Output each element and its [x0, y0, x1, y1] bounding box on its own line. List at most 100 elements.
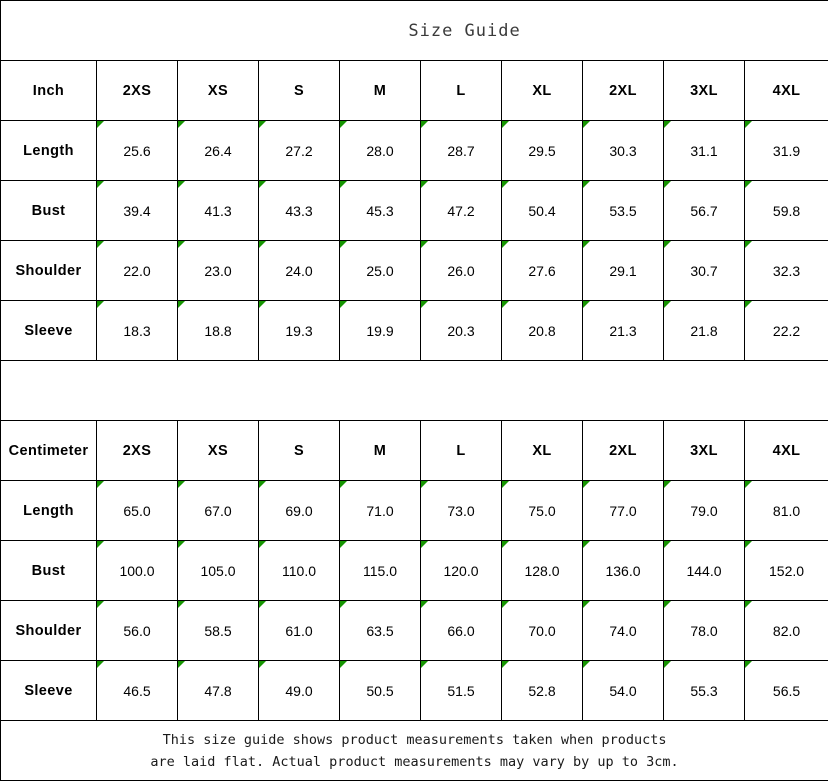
inch-shoulder-xl: 27.6	[501, 240, 583, 301]
cm-bust-2xl: 136.0	[582, 540, 664, 601]
table-row: Sleeve 18.3 18.8 19.3 19.9 20.3 20.8 21.…	[0, 300, 828, 361]
table-row: Length 25.6 26.4 27.2 28.0 28.7 29.5 30.…	[0, 120, 828, 181]
inch-col-header-s: S	[258, 60, 340, 121]
inch-bust-s: 43.3	[258, 180, 340, 241]
inch-length-l: 28.7	[420, 120, 502, 181]
inch-bust-3xl: 56.7	[663, 180, 745, 241]
cm-col-header-4xl: 4XL	[743, 420, 828, 481]
inch-unit-label: Inch	[0, 60, 97, 121]
cm-row-label-sleeve: Sleeve	[0, 660, 97, 721]
inch-col-header-4xl: 4XL	[743, 60, 828, 121]
inch-shoulder-2xl: 29.1	[582, 240, 664, 301]
footer-note-cell: This size guide shows product measuremen…	[0, 720, 828, 781]
table-row: Sleeve 46.5 47.8 49.0 50.5 51.5 52.8 54.…	[0, 660, 828, 721]
cm-shoulder-xs: 58.5	[177, 600, 259, 661]
page-title: Size Guide	[408, 20, 521, 41]
inch-bust-l: 47.2	[420, 180, 502, 241]
cm-row-label-length: Length	[0, 480, 97, 541]
cm-row-label-bust: Bust	[0, 540, 97, 601]
inch-shoulder-4xl: 32.3	[743, 240, 828, 301]
cm-bust-l: 120.0	[420, 540, 502, 601]
cm-bust-s: 110.0	[258, 540, 340, 601]
footer-note-text: This size guide shows product measuremen…	[150, 731, 679, 770]
cm-length-2xl: 77.0	[582, 480, 664, 541]
inch-col-header-xs: XS	[177, 60, 259, 121]
cm-col-header-l: L	[420, 420, 502, 481]
cm-length-3xl: 79.0	[663, 480, 745, 541]
inch-length-xs: 26.4	[177, 120, 259, 181]
cm-length-xl: 75.0	[501, 480, 583, 541]
inch-col-header-xl: XL	[501, 60, 583, 121]
inch-shoulder-xs: 23.0	[177, 240, 259, 301]
inch-shoulder-l: 26.0	[420, 240, 502, 301]
table-row: Shoulder 22.0 23.0 24.0 25.0 26.0 27.6 2…	[0, 240, 828, 301]
spacer-row	[0, 360, 828, 421]
cm-col-header-s: S	[258, 420, 340, 481]
inch-bust-2xl: 53.5	[582, 180, 664, 241]
title-cell: Size Guide	[0, 0, 828, 61]
inch-sleeve-2xl: 21.3	[582, 300, 664, 361]
cm-length-s: 69.0	[258, 480, 340, 541]
cm-sleeve-2xs: 46.5	[96, 660, 178, 721]
inch-length-2xs: 25.6	[96, 120, 178, 181]
inch-row-label-shoulder: Shoulder	[0, 240, 97, 301]
inch-bust-xs: 41.3	[177, 180, 259, 241]
cm-sleeve-2xl: 54.0	[582, 660, 664, 721]
cm-row-label-shoulder: Shoulder	[0, 600, 97, 661]
inch-sleeve-3xl: 21.8	[663, 300, 745, 361]
inch-row-label-length: Length	[0, 120, 97, 181]
inch-length-3xl: 31.1	[663, 120, 745, 181]
cm-bust-xl: 128.0	[501, 540, 583, 601]
cm-length-xs: 67.0	[177, 480, 259, 541]
table-row: Bust 39.4 41.3 43.3 45.3 47.2 50.4 53.5 …	[0, 180, 828, 241]
cm-col-header-2xl: 2XL	[582, 420, 664, 481]
inch-sleeve-4xl: 22.2	[743, 300, 828, 361]
inch-shoulder-s: 24.0	[258, 240, 340, 301]
inch-row-label-sleeve: Sleeve	[0, 300, 97, 361]
cm-bust-xs: 105.0	[177, 540, 259, 601]
cm-col-header-3xl: 3XL	[663, 420, 745, 481]
cm-sleeve-l: 51.5	[420, 660, 502, 721]
table-row: Length 65.0 67.0 69.0 71.0 73.0 75.0 77.…	[0, 480, 828, 541]
inch-sleeve-l: 20.3	[420, 300, 502, 361]
inch-length-s: 27.2	[258, 120, 340, 181]
cm-unit-label: Centimeter	[0, 420, 97, 481]
cm-bust-2xs: 100.0	[96, 540, 178, 601]
inch-bust-2xs: 39.4	[96, 180, 178, 241]
inch-sleeve-2xs: 18.3	[96, 300, 178, 361]
title-row: Size Guide	[0, 0, 828, 61]
cm-sleeve-xl: 52.8	[501, 660, 583, 721]
inch-col-header-2xs: 2XS	[96, 60, 178, 121]
cm-shoulder-l: 66.0	[420, 600, 502, 661]
inch-row-label-bust: Bust	[0, 180, 97, 241]
cm-length-m: 71.0	[339, 480, 421, 541]
cm-shoulder-s: 61.0	[258, 600, 340, 661]
footer-note-row: This size guide shows product measuremen…	[0, 720, 828, 781]
inch-shoulder-3xl: 30.7	[663, 240, 745, 301]
cm-shoulder-2xl: 74.0	[582, 600, 664, 661]
table-row: Shoulder 56.0 58.5 61.0 63.5 66.0 70.0 7…	[0, 600, 828, 661]
cm-shoulder-4xl: 82.0	[743, 600, 828, 661]
inch-bust-m: 45.3	[339, 180, 421, 241]
cm-sleeve-xs: 47.8	[177, 660, 259, 721]
inch-col-header-l: L	[420, 60, 502, 121]
cm-length-4xl: 81.0	[743, 480, 828, 541]
cm-header-row: Centimeter 2XS XS S M L XL 2XL 3XL 4XL	[0, 420, 828, 481]
inch-header-row: Inch 2XS XS S M L XL 2XL 3XL 4XL	[0, 60, 828, 121]
inch-length-2xl: 30.3	[582, 120, 664, 181]
cm-col-header-2xs: 2XS	[96, 420, 178, 481]
inch-col-header-3xl: 3XL	[663, 60, 745, 121]
inch-col-header-2xl: 2XL	[582, 60, 664, 121]
cm-shoulder-2xs: 56.0	[96, 600, 178, 661]
cm-sleeve-s: 49.0	[258, 660, 340, 721]
inch-sleeve-m: 19.9	[339, 300, 421, 361]
inch-bust-4xl: 59.8	[743, 180, 828, 241]
spacer-cell	[0, 360, 828, 421]
cm-length-2xs: 65.0	[96, 480, 178, 541]
inch-sleeve-s: 19.3	[258, 300, 340, 361]
cm-sleeve-4xl: 56.5	[743, 660, 828, 721]
table-row: Bust 100.0 105.0 110.0 115.0 120.0 128.0…	[0, 540, 828, 601]
cm-sleeve-m: 50.5	[339, 660, 421, 721]
